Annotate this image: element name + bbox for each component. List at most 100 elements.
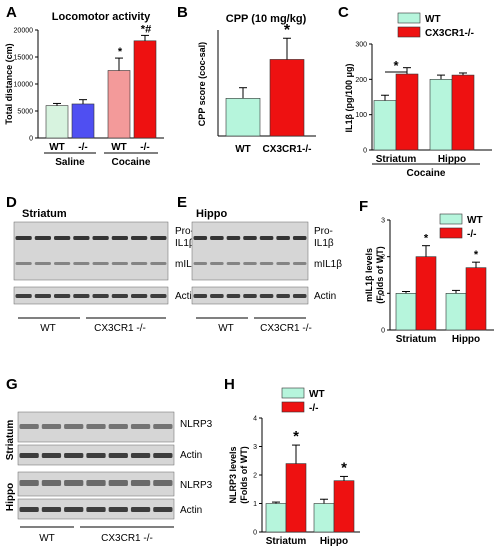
annotation-c-0: * bbox=[393, 58, 399, 73]
blot-g-striatum-nlrp3-band bbox=[64, 424, 84, 429]
x-category-a-1: -/- bbox=[78, 142, 87, 153]
x-category-a-2: WT bbox=[111, 142, 127, 153]
bar-H-1-1 bbox=[333, 480, 355, 533]
blot-e-il1b-band bbox=[243, 236, 257, 240]
blot-d-actin-band bbox=[54, 294, 71, 298]
blot-label-d-actin: Actin bbox=[175, 291, 197, 302]
blot-d-il1b-band bbox=[73, 262, 90, 265]
blot-d-actin-band bbox=[111, 294, 128, 298]
blot-g-striatum-actin-band bbox=[153, 453, 173, 458]
blot-g-striatum-nlrp3-band bbox=[130, 424, 151, 429]
blot-e-il1b-band bbox=[226, 236, 241, 240]
blot-e-il1b-band bbox=[276, 236, 290, 240]
x-category-C-0: Striatum bbox=[376, 154, 417, 165]
blot-e-il1b-band bbox=[292, 236, 307, 240]
blot-g-striatum-actin-band bbox=[108, 453, 128, 458]
blot-g-striatum-nlrp3-band bbox=[86, 424, 106, 429]
legend-label-C-0: WT bbox=[425, 14, 441, 25]
y-axis-label-c: IL1β (pg/100 μg) bbox=[344, 63, 354, 132]
legend-label-F-0: WT bbox=[467, 215, 483, 226]
blot-e-il1b-band bbox=[210, 236, 224, 240]
blot-g-hippo-actin-band bbox=[41, 507, 62, 512]
blot-d-il1b-band bbox=[131, 262, 148, 265]
blot-label-d-mil1b: mIL1β bbox=[175, 259, 203, 270]
panel-letter-f: F bbox=[359, 198, 369, 215]
y-tick-label-F: 1 bbox=[381, 291, 385, 298]
y-tick-label-F: 3 bbox=[381, 218, 385, 225]
blot-g-striatum-nlrp3-band bbox=[153, 424, 173, 429]
x-category-C-1: Hippo bbox=[438, 154, 466, 165]
legend-swatch-F-0 bbox=[439, 213, 463, 225]
blot-label-e-il1b: IL1β bbox=[314, 238, 334, 249]
group-label-c: Cocaine bbox=[407, 168, 446, 179]
blot-e-actin-band bbox=[276, 294, 290, 298]
y-axis-label-a: Total distance (cm) bbox=[4, 43, 14, 124]
y-axis-label-h-1: NLRP3 levels bbox=[228, 446, 238, 503]
bar-F-1-0 bbox=[445, 293, 467, 331]
blot-g-striatum-actin-band bbox=[86, 453, 106, 458]
legend-label-F-1: -/- bbox=[467, 229, 476, 240]
blot-label-g-actin-1: Actin bbox=[180, 450, 202, 461]
blot-d-il1b-band bbox=[54, 236, 71, 240]
blot-e-actin-band bbox=[193, 294, 208, 298]
blot-e-il1b bbox=[191, 221, 309, 281]
blot-g-striatum-nlrp3-band bbox=[19, 424, 39, 429]
blot-row-label-g-striatum: Striatum bbox=[5, 420, 16, 461]
bar-F-0-0 bbox=[395, 293, 417, 331]
y-tick-label-F: 0 bbox=[381, 328, 385, 335]
annotation-b-1: * bbox=[284, 22, 291, 39]
bar-H-0-0 bbox=[265, 503, 287, 533]
blot-g-hippo-nlrp3-band bbox=[41, 480, 62, 486]
y-tick-label-A: 10000 bbox=[14, 82, 34, 89]
blot-g-hippo-nlrp3-band bbox=[130, 480, 151, 486]
legend-label-H-0: WT bbox=[309, 389, 325, 400]
blot-label-d-pro: Pro- bbox=[175, 226, 194, 237]
blot-label-g-nlrp3-1: NLRP3 bbox=[180, 419, 213, 430]
y-tick-label-F: 2 bbox=[381, 254, 385, 261]
panel-letter-h: H bbox=[224, 376, 235, 393]
annotation-a-2: * bbox=[118, 46, 123, 58]
blot-g-hippo-nlrp3-band bbox=[86, 480, 106, 486]
bar-C-0-1 bbox=[395, 73, 419, 151]
blot-g-striatum-actin-band bbox=[64, 453, 84, 458]
y-axis-label-f-2: (Folds of WT) bbox=[375, 246, 385, 303]
bar-a-3 bbox=[133, 40, 157, 139]
x-category-b-1: CX3CR1-/- bbox=[263, 144, 312, 155]
y-tick-label-H: 4 bbox=[253, 416, 257, 423]
y-tick-label-C: 200 bbox=[355, 77, 367, 84]
group-label-e-wt: WT bbox=[218, 323, 234, 334]
group-label-e-ko: CX3CR1 -/- bbox=[260, 323, 312, 334]
bar-a-2 bbox=[107, 70, 131, 139]
y-tick-label-C: 100 bbox=[355, 112, 367, 119]
chart-title-a: Locomotor activity bbox=[52, 11, 151, 23]
y-axis-label-b: CPP score (coc-sal) bbox=[197, 42, 207, 126]
annotation-a-3: *# bbox=[141, 23, 151, 35]
y-tick-label-H: 3 bbox=[253, 444, 257, 451]
blot-d-il1b-band bbox=[92, 236, 109, 240]
blot-d-actin bbox=[13, 286, 169, 305]
legend-label-C-1: CX3CR1-/- bbox=[425, 28, 474, 39]
x-category-b-0: WT bbox=[235, 144, 251, 155]
panel-letter-d: D bbox=[6, 194, 17, 211]
blot-d-il1b-band bbox=[111, 262, 128, 265]
blot-d-actin-band bbox=[92, 294, 109, 298]
y-tick-label-H: 1 bbox=[253, 501, 257, 508]
panel-letter-e: E bbox=[177, 194, 188, 211]
x-category-H-0: Striatum bbox=[266, 536, 307, 547]
blot-d-actin-band bbox=[150, 294, 167, 298]
y-tick-label-H: 2 bbox=[253, 473, 257, 480]
bar-C-1-0 bbox=[429, 79, 453, 151]
bar-C-1-1 bbox=[451, 74, 475, 151]
blot-e-il1b-band bbox=[276, 262, 290, 265]
bar-a-1 bbox=[71, 103, 95, 139]
blot-g-hippo-nlrp3-band bbox=[19, 480, 39, 486]
blot-d-il1b-band bbox=[15, 236, 32, 240]
blot-d-il1b-band bbox=[92, 262, 109, 265]
blot-g-hippo-nlrp3-band bbox=[108, 480, 128, 486]
blot-e-il1b-band bbox=[193, 236, 208, 240]
blot-row-label-g-hippo: Hippo bbox=[5, 483, 16, 511]
y-axis-label-h-2: (Folds of WT) bbox=[239, 446, 249, 503]
blot-e-il1b-band bbox=[193, 262, 208, 265]
blot-d-il1b-band bbox=[15, 262, 32, 265]
group-label-cocaine: Cocaine bbox=[112, 157, 151, 168]
